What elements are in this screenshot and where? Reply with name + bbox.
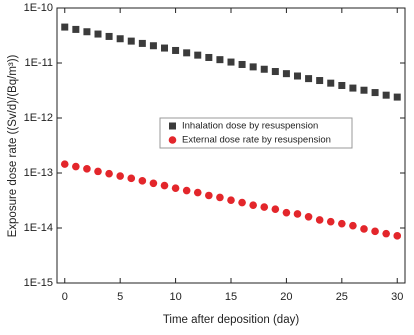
point <box>194 51 202 59</box>
point <box>138 39 146 47</box>
point <box>249 201 257 209</box>
point <box>393 232 402 240</box>
legend-label: External dose rate by resuspension <box>182 135 331 146</box>
point <box>149 179 158 188</box>
point <box>227 58 235 66</box>
point <box>227 196 235 205</box>
x-axis-label: Time after deposition (day) <box>163 314 300 326</box>
point <box>205 191 213 200</box>
point <box>216 193 224 202</box>
point <box>260 65 268 73</box>
point <box>94 167 102 176</box>
point <box>371 227 379 236</box>
point <box>127 174 136 183</box>
x-tick-label: 5 <box>117 291 123 303</box>
point <box>338 81 346 89</box>
point <box>271 205 280 213</box>
point <box>216 56 224 64</box>
point <box>193 188 202 197</box>
point <box>160 181 169 190</box>
point <box>249 63 257 71</box>
point <box>326 217 335 226</box>
point <box>382 91 390 99</box>
point <box>238 60 246 68</box>
y-tick-label: 1E-11 <box>24 57 53 69</box>
point <box>161 44 169 52</box>
legend-marker <box>169 122 176 130</box>
point <box>360 225 368 233</box>
point <box>360 86 368 94</box>
legend-box <box>159 117 353 149</box>
point <box>105 169 113 178</box>
point <box>238 198 246 207</box>
point <box>393 93 401 101</box>
point <box>138 177 147 185</box>
point <box>172 46 180 54</box>
x-tick-label: 20 <box>280 291 292 303</box>
point <box>293 72 301 80</box>
x-tick-label: 30 <box>391 291 403 303</box>
point <box>338 219 346 228</box>
x-tick-label: 25 <box>336 291 348 303</box>
point <box>315 216 324 224</box>
point <box>171 184 180 192</box>
x-tick-label: 15 <box>225 291 237 303</box>
y-tick-label: 1E-12 <box>24 112 53 124</box>
point <box>83 165 91 173</box>
point <box>116 172 124 180</box>
x-tick-label: 10 <box>169 291 181 303</box>
point <box>382 229 390 238</box>
point <box>260 203 269 211</box>
y-axis-label: Exposure dose rate ((Sv/d)/(Bq/m³)) <box>7 54 19 237</box>
point <box>182 186 191 195</box>
point <box>116 35 124 43</box>
point <box>149 42 157 50</box>
y-tick-label: 1E-10 <box>24 2 53 14</box>
point <box>60 160 69 168</box>
point <box>72 25 80 33</box>
point <box>316 77 324 85</box>
point <box>105 32 113 40</box>
point <box>127 37 135 45</box>
point <box>94 30 102 38</box>
y-tick-label: 1E-15 <box>24 277 53 289</box>
x-tick-label: 0 <box>62 291 68 303</box>
point <box>83 28 91 36</box>
point <box>371 89 379 97</box>
point <box>61 23 69 31</box>
point <box>327 79 335 87</box>
point <box>282 70 290 78</box>
point <box>282 208 291 217</box>
point <box>349 84 357 92</box>
point <box>305 75 313 83</box>
legend-label: Inhalation dose by resuspension <box>182 121 318 132</box>
point <box>183 49 191 57</box>
point <box>304 212 313 221</box>
point <box>293 210 302 218</box>
point <box>349 221 357 230</box>
legend-marker <box>168 136 177 144</box>
point <box>205 53 213 61</box>
y-tick-label: 1E-13 <box>24 167 53 179</box>
y-tick-label: 1E-14 <box>24 222 53 234</box>
point <box>72 162 80 171</box>
point <box>271 68 279 76</box>
